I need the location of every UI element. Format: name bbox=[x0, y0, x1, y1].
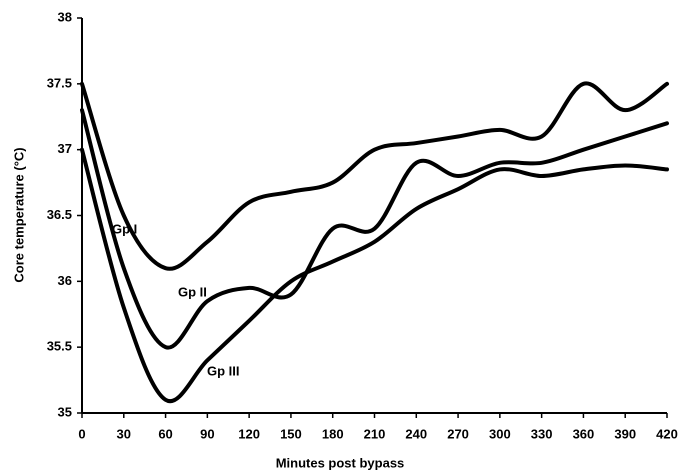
x-axis-label: Minutes post bypass bbox=[276, 455, 405, 470]
y-tick-label: 35.5 bbox=[47, 339, 72, 354]
x-tick-label: 270 bbox=[447, 426, 469, 441]
x-tick-label: 210 bbox=[364, 426, 386, 441]
x-tick-label: 180 bbox=[322, 426, 344, 441]
x-tick-label: 360 bbox=[573, 426, 595, 441]
x-tick-label: 300 bbox=[489, 426, 511, 441]
series-line bbox=[80, 108, 669, 350]
y-tick-label: 35 bbox=[58, 404, 72, 419]
y-tick-label: 36 bbox=[58, 273, 72, 288]
y-tick-label: 38 bbox=[58, 9, 72, 24]
x-tick-label: 60 bbox=[158, 426, 172, 441]
x-tick-label: 0 bbox=[78, 426, 85, 441]
series-label: Gp III bbox=[207, 363, 240, 378]
x-tick-label: 90 bbox=[200, 426, 214, 441]
x-tick-label: 330 bbox=[531, 426, 553, 441]
series-label: Gp II bbox=[178, 284, 207, 299]
y-tick-label: 37 bbox=[58, 141, 72, 156]
x-tick-label: 390 bbox=[614, 426, 636, 441]
x-tick-label: 420 bbox=[656, 426, 678, 441]
series-line bbox=[80, 81, 669, 271]
series-label: Gp I bbox=[112, 221, 137, 236]
x-tick-label: 30 bbox=[117, 426, 131, 441]
y-tick-label: 36.5 bbox=[47, 207, 72, 222]
y-axis-label: Core temperature (°C) bbox=[11, 147, 26, 282]
x-tick-label: 240 bbox=[405, 426, 427, 441]
series-line bbox=[80, 147, 669, 404]
y-tick-label: 37.5 bbox=[47, 75, 72, 90]
x-tick-label: 120 bbox=[238, 426, 260, 441]
x-tick-label: 150 bbox=[280, 426, 302, 441]
